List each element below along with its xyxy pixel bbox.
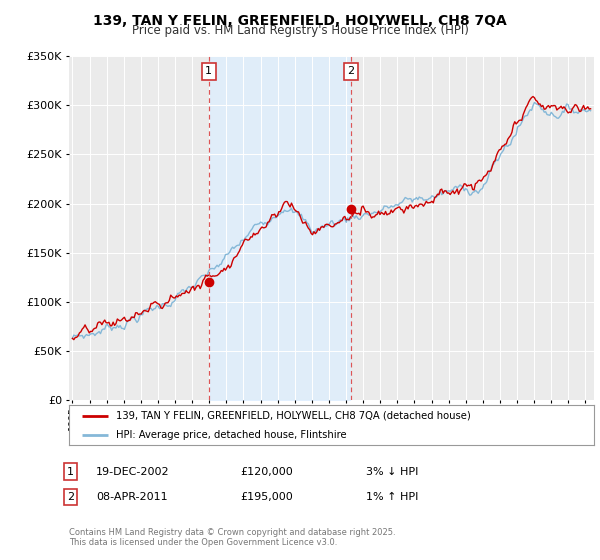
Text: HPI: Average price, detached house, Flintshire: HPI: Average price, detached house, Flin… [116, 430, 347, 440]
Text: 08-APR-2011: 08-APR-2011 [96, 492, 167, 502]
Text: £195,000: £195,000 [240, 492, 293, 502]
Text: £120,000: £120,000 [240, 466, 293, 477]
Text: 139, TAN Y FELIN, GREENFIELD, HOLYWELL, CH8 7QA (detached house): 139, TAN Y FELIN, GREENFIELD, HOLYWELL, … [116, 411, 471, 421]
Text: Contains HM Land Registry data © Crown copyright and database right 2025.
This d: Contains HM Land Registry data © Crown c… [69, 528, 395, 547]
Text: 1: 1 [205, 67, 212, 77]
Text: 2: 2 [67, 492, 74, 502]
Text: 2: 2 [347, 67, 354, 77]
Text: Price paid vs. HM Land Registry's House Price Index (HPI): Price paid vs. HM Land Registry's House … [131, 24, 469, 37]
Text: 139, TAN Y FELIN, GREENFIELD, HOLYWELL, CH8 7QA: 139, TAN Y FELIN, GREENFIELD, HOLYWELL, … [93, 14, 507, 28]
Text: 19-DEC-2002: 19-DEC-2002 [96, 466, 170, 477]
Text: 1% ↑ HPI: 1% ↑ HPI [366, 492, 418, 502]
Text: 3% ↓ HPI: 3% ↓ HPI [366, 466, 418, 477]
Text: 1: 1 [67, 466, 74, 477]
